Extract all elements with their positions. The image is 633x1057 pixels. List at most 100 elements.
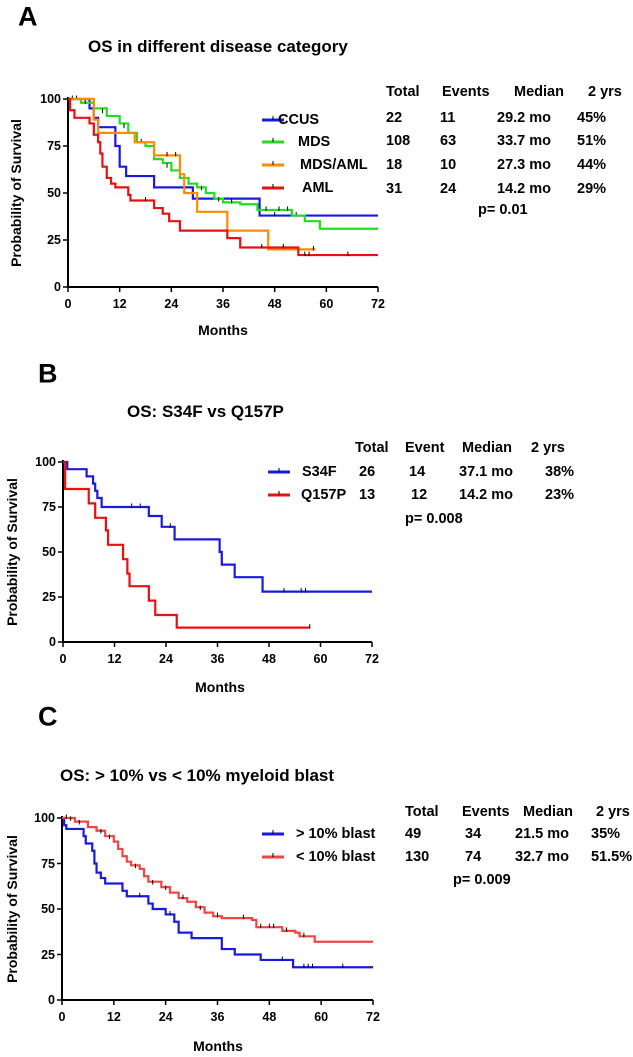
cell: 14	[409, 464, 426, 480]
km-curve-mds-aml	[68, 97, 316, 251]
panel-label-a: A	[18, 1, 38, 32]
p-value: p= 0.008	[405, 511, 463, 527]
cell: 29%	[577, 181, 607, 197]
x-tick-label: 24	[158, 1010, 173, 1024]
cell: 51%	[577, 133, 607, 149]
x-tick-label: 72	[365, 652, 379, 666]
x-tick-label: 36	[210, 652, 225, 666]
cell: 35%	[591, 826, 621, 842]
x-tick-label: 48	[267, 297, 282, 311]
cell: 33.7 mo	[497, 133, 551, 149]
panel-c-title: OS: > 10% vs < 10% myeloid blast	[60, 766, 335, 785]
cell: 23%	[545, 487, 575, 503]
legend-mds: MDS	[298, 134, 331, 150]
km-curve-s34f	[63, 460, 372, 593]
cell: 21.5 mo	[515, 826, 569, 842]
x-tick-label: 0	[58, 1010, 66, 1024]
legend-s34f: S34F	[302, 464, 337, 480]
y-tick-label: 100	[34, 811, 55, 825]
p-value: p= 0.009	[453, 872, 511, 888]
km-curve--10-blast	[62, 816, 373, 943]
cell: 38%	[545, 464, 575, 480]
x-tick-label: 48	[262, 652, 276, 666]
panel-c-xlabel: Months	[193, 1038, 243, 1054]
y-tick-label: 25	[47, 233, 61, 247]
x-tick-label: 0	[59, 652, 67, 666]
table-header-event: Event	[405, 440, 445, 456]
y-tick-label: 75	[47, 139, 61, 153]
cell: 10	[440, 157, 457, 173]
panel-label-b: B	[38, 358, 58, 389]
panel-b-xlabel: Months	[195, 679, 245, 695]
km-curve-aml	[68, 97, 378, 257]
y-tick-label: 100	[40, 92, 61, 106]
x-tick-label: 12	[107, 652, 122, 666]
x-tick-label: 72	[371, 297, 385, 311]
table-header-2yrs: 2 yrs	[596, 804, 630, 820]
cell: 108	[386, 133, 411, 149]
km-curve--10-blast	[62, 816, 373, 969]
y-tick-label: 50	[41, 902, 55, 916]
x-tick-label: 24	[164, 297, 179, 311]
table-header-median: Median	[462, 440, 512, 456]
panel-a-xlabel: Months	[198, 322, 248, 338]
panel-a-title: OS in different disease category	[88, 37, 348, 56]
y-tick-label: 25	[41, 947, 55, 962]
legend-aml: AML	[302, 180, 334, 196]
y-tick-label: 50	[47, 186, 61, 200]
cell: 51.5%	[591, 849, 633, 865]
panel-label-c: C	[38, 701, 58, 732]
legend-mds-aml: MDS/AML	[300, 157, 368, 173]
y-tick-label: 0	[49, 635, 56, 649]
panel-b-ylabel: Probability of Survival	[4, 478, 20, 626]
cell: 63	[440, 133, 457, 149]
cell: 34	[465, 826, 482, 842]
table-header-total: Total	[386, 84, 420, 100]
cell: 31	[386, 181, 403, 197]
table-header-median: Median	[514, 84, 564, 100]
cell: 18	[386, 157, 403, 173]
cell: 29.2 mo	[497, 110, 551, 126]
y-tick-label: 75	[41, 856, 55, 871]
cell: 27.3 mo	[497, 157, 551, 173]
cell: 22	[386, 110, 403, 126]
cell: 130	[405, 849, 430, 865]
panel-a-ylabel: Probability of Survival	[8, 119, 24, 267]
x-tick-label: 60	[313, 652, 328, 666]
cell: 14.2 mo	[459, 487, 513, 503]
cell: 37.1 mo	[459, 464, 513, 480]
x-tick-label: 24	[159, 652, 173, 666]
x-tick-label: 72	[366, 1010, 380, 1024]
cell: 44%	[577, 157, 607, 173]
cell: 26	[359, 464, 376, 480]
x-tick-label: 48	[262, 1010, 277, 1024]
x-tick-label: 36	[210, 1010, 225, 1024]
y-tick-label: 100	[35, 455, 56, 469]
table-header-2yrs: 2 yrs	[531, 440, 565, 456]
x-tick-label: 12	[106, 1010, 121, 1024]
legend-gt10-blast: > 10% blast	[296, 826, 376, 842]
table-header-total: Total	[355, 440, 389, 456]
cell: 14.2 mo	[497, 181, 551, 197]
legend-lt10-blast: < 10% blast	[296, 849, 376, 865]
y-tick-label: 25	[42, 590, 56, 604]
cell: 74	[465, 849, 482, 865]
cell: 11	[440, 110, 456, 126]
cell: 45%	[577, 110, 607, 126]
x-tick-label: 60	[319, 297, 334, 311]
y-tick-label: 0	[54, 280, 61, 294]
x-tick-label: 60	[314, 1010, 329, 1024]
x-tick-label: 36	[216, 297, 230, 311]
table-header-median: Median	[523, 804, 573, 820]
cell: 12	[411, 487, 428, 503]
table-header-total: Total	[405, 804, 439, 820]
panel-c-ylabel: Probability of Survival	[4, 835, 20, 983]
cell: 49	[405, 826, 422, 842]
x-tick-label: 12	[112, 297, 127, 311]
legend-ccus: CCUS	[278, 112, 320, 128]
panel-b-title: OS: S34F vs Q157P	[127, 402, 284, 421]
cell: 13	[359, 487, 376, 503]
x-tick-label: 0	[64, 297, 72, 311]
